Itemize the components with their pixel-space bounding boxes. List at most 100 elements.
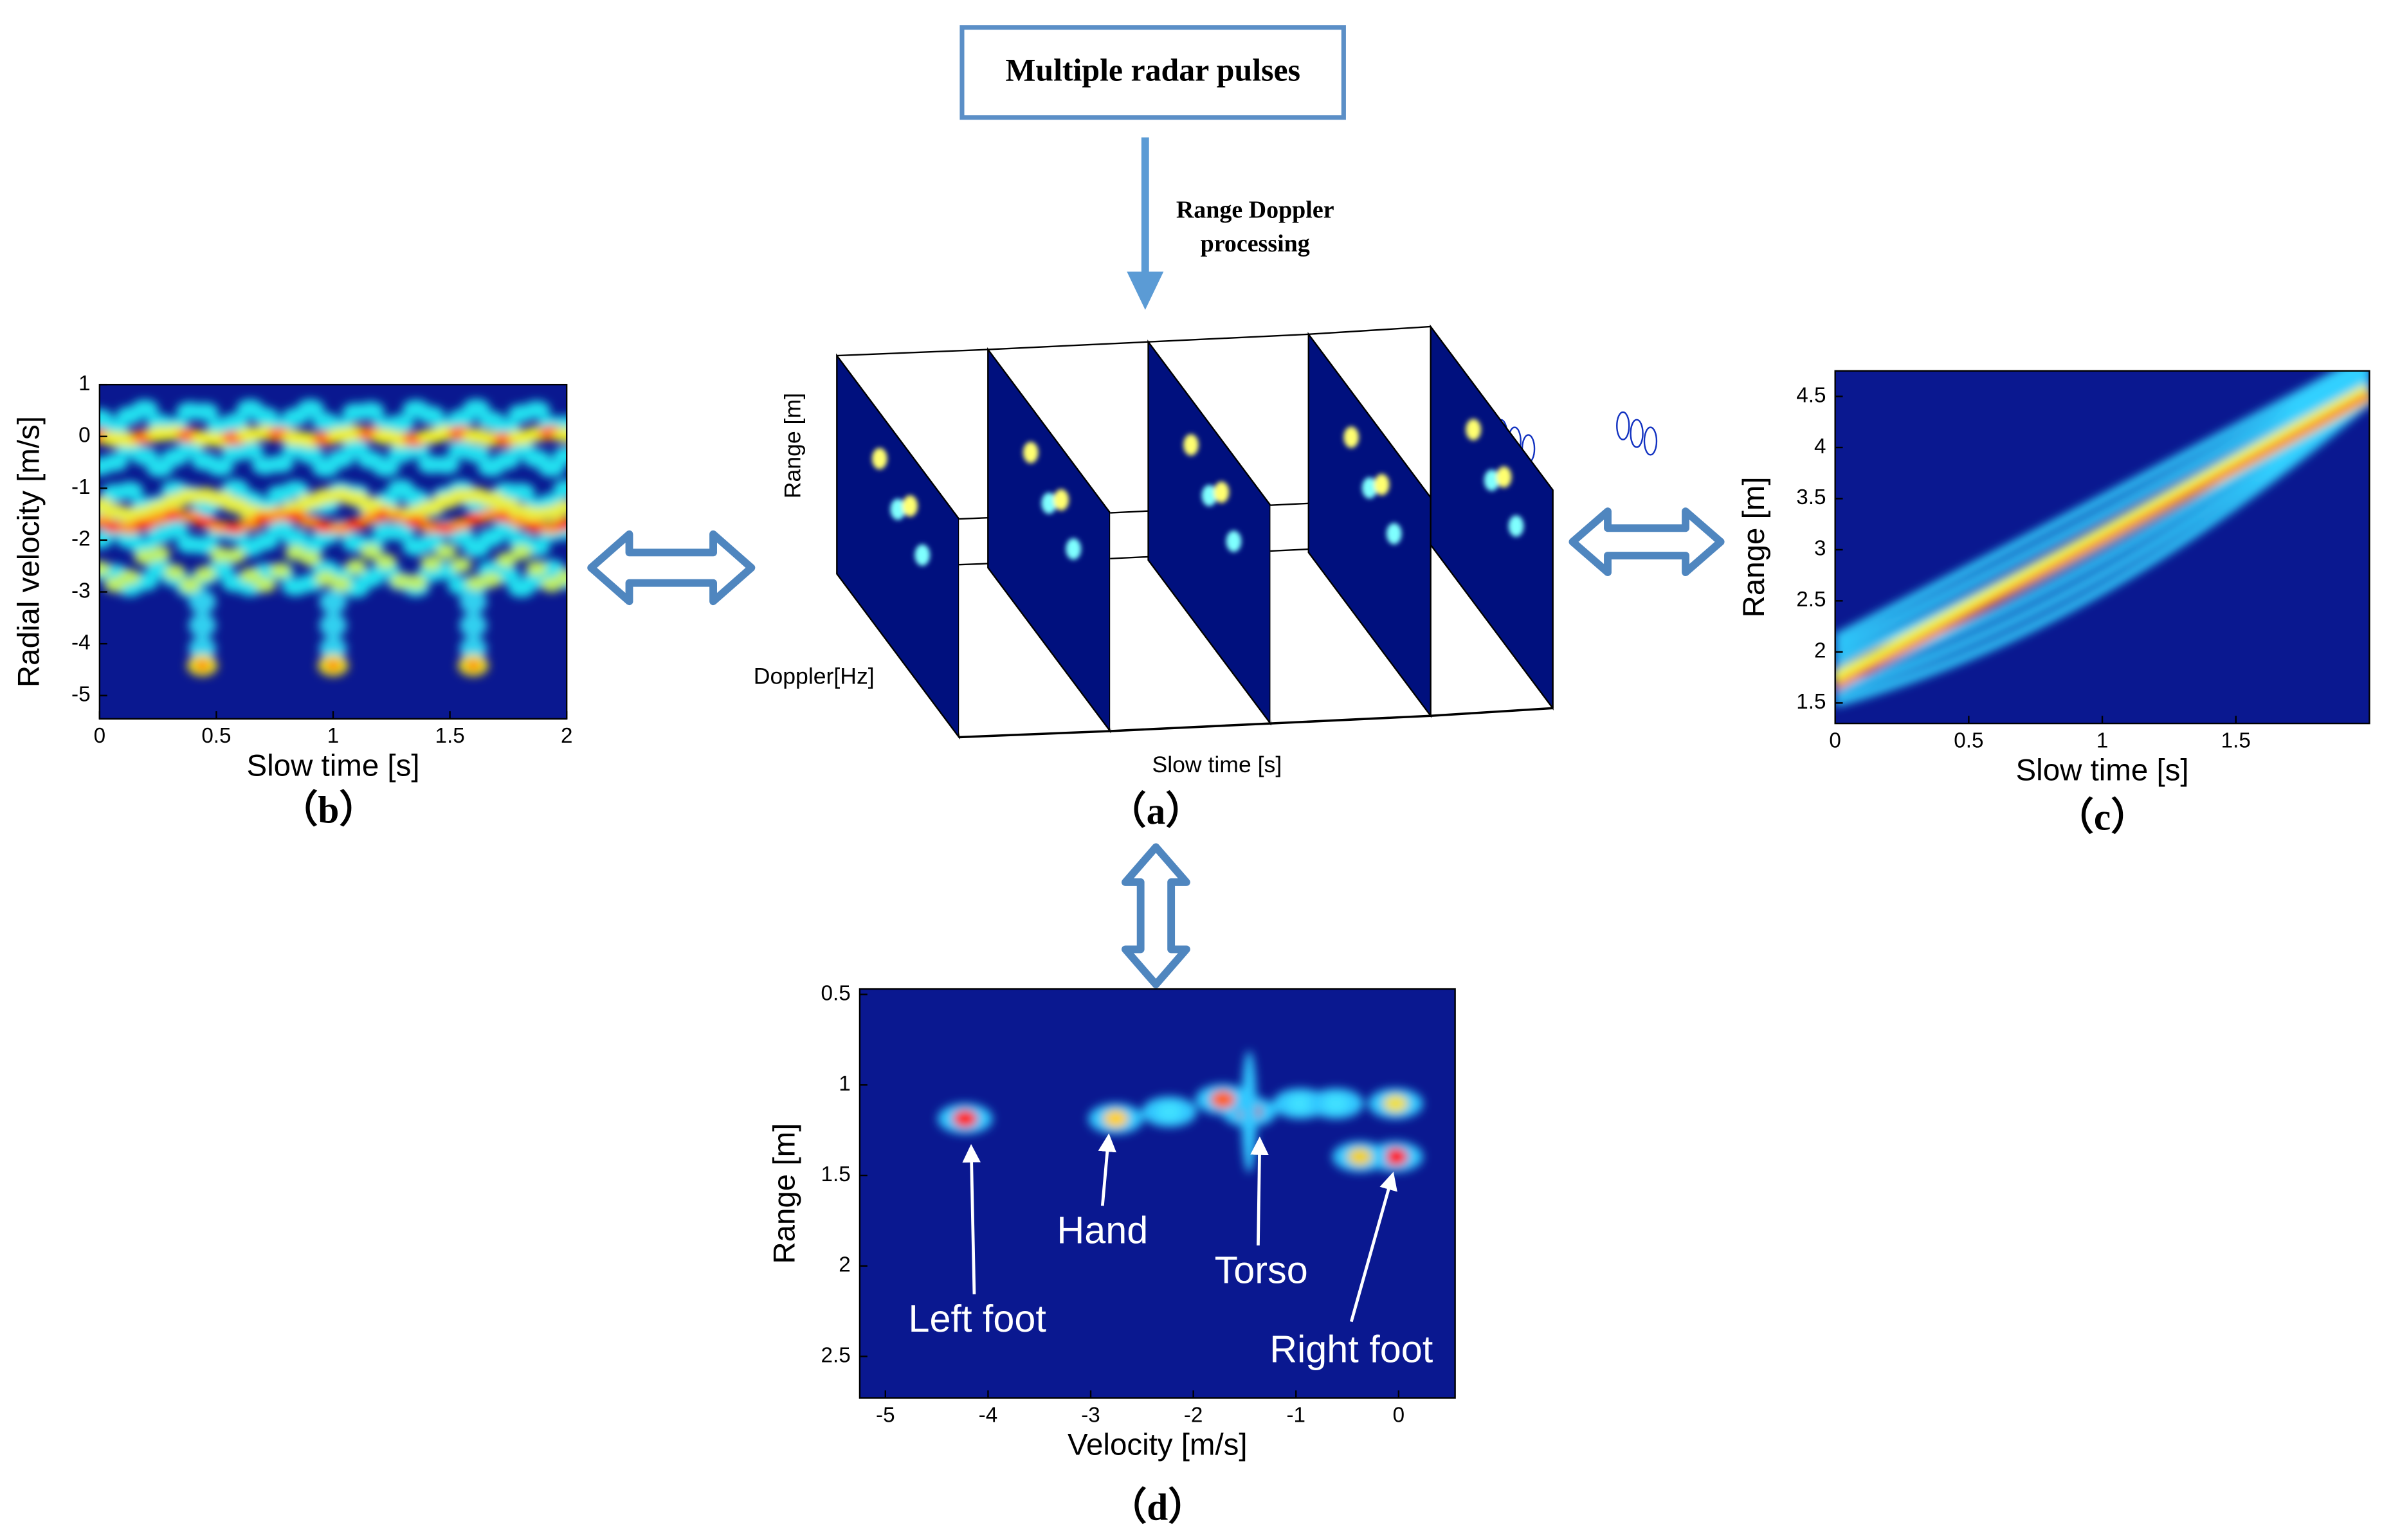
blob — [459, 590, 487, 615]
x-tick-label: -1 — [1286, 1404, 1305, 1427]
contour — [1616, 411, 1630, 440]
blob — [541, 577, 563, 592]
blob — [319, 636, 347, 661]
x-tick-label: 0 — [1829, 729, 1841, 752]
x-tick-label: 0.5 — [1954, 729, 1983, 752]
process-label: Range Doppler — [1176, 197, 1334, 224]
blob — [319, 590, 347, 615]
blob — [327, 660, 340, 670]
blob — [552, 427, 567, 443]
streak — [1835, 388, 2370, 696]
blob — [296, 399, 325, 418]
x-tick-label: 0 — [94, 724, 105, 748]
cube-edge — [1270, 714, 1431, 725]
streak — [1835, 370, 2353, 643]
blob — [1361, 477, 1377, 499]
blob — [890, 498, 906, 520]
heatmap-blobs — [99, 399, 567, 676]
heatmap — [859, 989, 1455, 1399]
blob — [119, 569, 141, 585]
axis-label: Range [m] — [779, 393, 805, 498]
y-tick-label: -4 — [71, 631, 91, 655]
y-axis-label: Range [m] — [1737, 476, 1771, 617]
y-tick-label: 2.5 — [821, 1343, 850, 1367]
plot-frame — [859, 988, 1456, 1399]
blob — [1343, 426, 1359, 448]
slice-blobs — [1023, 442, 1082, 560]
blob — [511, 545, 532, 560]
blob — [161, 520, 189, 539]
slice-blobs — [1466, 419, 1524, 537]
process-arrow-head — [1127, 271, 1164, 310]
y-tick-label: 3 — [1814, 537, 1826, 561]
y-tick-label: 4.5 — [1796, 383, 1826, 407]
blob — [296, 446, 325, 464]
blob — [435, 544, 457, 559]
annotation-arrow — [962, 1144, 981, 1294]
blob — [1103, 1109, 1128, 1128]
blob — [1210, 1090, 1235, 1109]
blob — [300, 550, 322, 566]
annotation: Left foot — [908, 1297, 1046, 1340]
x-tick-label: 1 — [2096, 729, 2108, 752]
blob — [239, 568, 261, 583]
slice-blobs — [1183, 434, 1242, 552]
range-doppler-cube — [836, 324, 1658, 740]
caption: （d） — [1109, 1486, 1206, 1528]
blob — [359, 544, 382, 560]
annotation-arrow — [1098, 1133, 1116, 1206]
blob — [251, 532, 279, 550]
input-box — [959, 25, 1346, 120]
y-tick-label: 2 — [1814, 639, 1826, 663]
cube-edge — [837, 349, 988, 357]
y-tick-label: 4 — [1814, 435, 1826, 458]
axis-label: Slow time [s] — [1152, 752, 1282, 777]
y-tick-label: 2.5 — [1796, 588, 1826, 611]
blob — [1183, 434, 1199, 456]
blob — [1041, 492, 1057, 514]
blob — [432, 455, 460, 475]
blob — [554, 518, 567, 530]
blob — [1226, 530, 1242, 552]
blob — [1386, 523, 1402, 545]
blob — [495, 552, 518, 568]
x-tick-label: 1.5 — [2221, 729, 2251, 752]
blob — [236, 441, 264, 460]
blob — [375, 554, 397, 570]
x-tick-label: -2 — [1184, 1404, 1203, 1427]
x-tick-label: -4 — [979, 1404, 998, 1427]
heatmap-background — [859, 989, 1455, 1399]
slice — [1147, 340, 1271, 726]
blob — [914, 544, 931, 566]
blob — [1466, 419, 1481, 440]
y-tick-label: 1 — [78, 372, 90, 395]
blob — [1496, 466, 1512, 488]
contour — [1630, 419, 1644, 448]
y-tick-label: 1.5 — [821, 1163, 850, 1186]
slice — [987, 347, 1111, 734]
blob — [164, 564, 186, 580]
y-tick-label: -3 — [71, 579, 91, 602]
blob — [188, 613, 217, 638]
blob — [952, 1109, 977, 1128]
blob — [462, 444, 490, 463]
double-arrow — [587, 530, 756, 606]
blob — [525, 561, 547, 576]
blob — [1201, 485, 1217, 507]
blob — [552, 479, 567, 498]
blob — [556, 569, 567, 585]
streak — [1835, 384, 2370, 689]
cube-edge — [959, 730, 1111, 739]
blob — [330, 576, 352, 592]
blob — [194, 566, 216, 582]
blob — [871, 448, 887, 469]
y-tick-label: 0.5 — [821, 981, 850, 1005]
blob — [196, 660, 209, 670]
blob — [188, 636, 217, 661]
blob — [282, 480, 309, 499]
x-tick-label: -5 — [876, 1404, 895, 1427]
blob — [552, 500, 567, 516]
y-axis-label: Radial velocity [m/s] — [12, 416, 46, 687]
caption: （b） — [280, 788, 377, 831]
